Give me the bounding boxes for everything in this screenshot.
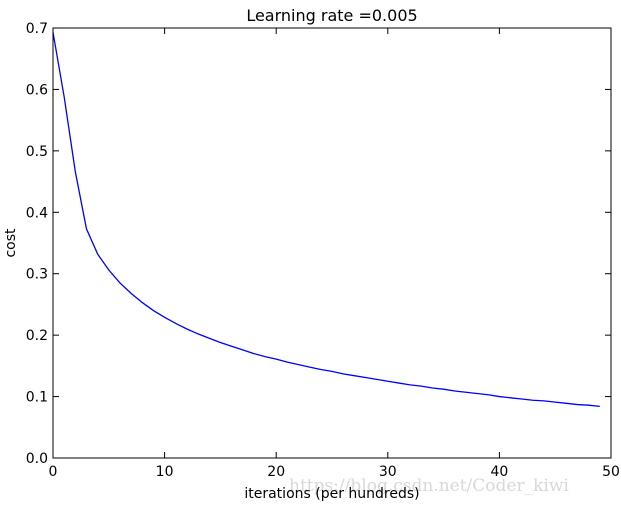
y-tick-label: 0.5: [26, 144, 48, 160]
x-axis-ticks: 0 10 20 30 40 50: [49, 28, 620, 480]
y-axis-ticks: 0.0 0.1 0.2 0.3 0.4 0.5 0.6 0.7: [26, 21, 611, 467]
chart-title: Learning rate =0.005: [246, 6, 417, 25]
x-tick-label: 40: [490, 464, 508, 480]
y-tick-label: 0.0: [26, 451, 48, 467]
y-tick-label: 0.3: [26, 267, 48, 283]
cost-line: [52, 32, 600, 408]
plot-area: [53, 28, 611, 458]
plot-frame: [52, 27, 612, 459]
x-tick-label: 30: [379, 464, 397, 480]
y-tick-label: 0.7: [26, 21, 48, 37]
x-axis-label: iterations (per hundreds): [244, 486, 419, 502]
y-tick-label: 0.4: [26, 205, 48, 221]
watermark: https://blog.csdn.net/Coder_kiwi: [289, 476, 569, 496]
y-axis-label: cost: [3, 228, 19, 258]
y-tick-label: 0.6: [26, 82, 48, 98]
y-tick-label: 0.2: [26, 328, 48, 344]
x-tick-label: 50: [602, 464, 620, 480]
x-tick-label: 0: [49, 464, 58, 480]
x-tick-label: 20: [267, 464, 285, 480]
series-layer: [52, 32, 600, 408]
y-tick-label: 0.1: [26, 390, 48, 406]
x-tick-label: 10: [156, 464, 174, 480]
